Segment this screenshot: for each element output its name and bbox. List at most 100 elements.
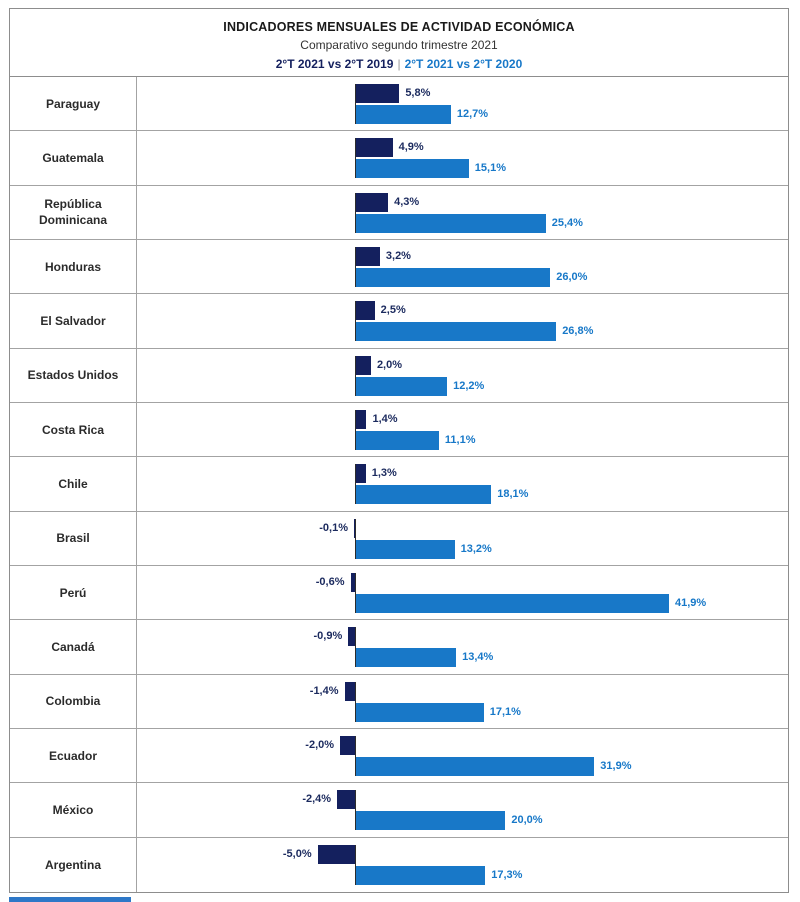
row-plot-area: -0,9% 13,4% (137, 620, 788, 673)
value-label-2021-vs-2019: -5,0% (282, 847, 312, 860)
value-label-2021-vs-2019: 5,8% (405, 87, 431, 99)
row-plot-area: -5,0% 17,3% (137, 838, 788, 892)
bar-2021-vs-2019 (356, 464, 366, 484)
bar-2021-vs-2020 (356, 865, 486, 885)
row-plot-area: 2,0% 12,2% (137, 349, 788, 402)
bar-2021-vs-2019 (337, 790, 355, 810)
country-label: República Dominicana (10, 185, 137, 239)
chart-row: Argentina -5,0% 17,3% (10, 837, 788, 892)
row-plot-area: -0,1% 13,2% (137, 512, 788, 565)
row-plot-area: 4,3% 25,4% (137, 186, 788, 239)
chart-title: INDICADORES MENSUALES DE ACTIVIDAD ECONÓ… (223, 20, 575, 34)
bar-2021-vs-2020 (356, 593, 669, 613)
value-label-2021-vs-2019: -0,9% (313, 630, 343, 643)
row-plot-area: 3,2% 26,0% (137, 240, 788, 293)
baseline-axis (355, 301, 356, 342)
chart-row: Guatemala 4,9% 15,1% (10, 131, 788, 186)
value-label-2021-vs-2019: 1,3% (371, 467, 397, 480)
chart-legend: 2°T 2021 vs 2°T 2019 | 2°T 2021 vs 2°T 202… (10, 57, 788, 71)
chart-row: Perú -0,6% 41,9% (10, 565, 788, 621)
bar-2021-vs-2019 (340, 735, 355, 755)
bar-2021-vs-2019 (356, 192, 389, 212)
bar-2021-vs-2020 (356, 213, 546, 233)
chart-row: Chile 1,3% 18,1% (10, 457, 788, 512)
bar-2021-vs-2019 (356, 84, 400, 103)
value-label-2021-vs-2019: -1,4% (309, 684, 339, 697)
bar-2021-vs-2019 (354, 518, 355, 538)
value-label-2021-vs-2020: 18,1% (497, 488, 529, 501)
row-plot-area: 1,3% 18,1% (137, 457, 788, 510)
value-label-2021-vs-2020: 31,9% (600, 759, 632, 772)
country-label: Estados Unidos (10, 348, 137, 402)
value-label-2021-vs-2020: 17,3% (491, 868, 523, 881)
country-label: México (10, 783, 137, 837)
value-label-2021-vs-2020: 12,2% (453, 379, 485, 392)
baseline-axis (355, 572, 356, 613)
country-label: Perú (10, 565, 137, 620)
baseline-axis (355, 192, 356, 233)
bar-2021-vs-2020 (356, 539, 455, 559)
bar-2021-vs-2020 (356, 267, 551, 287)
chart-row: Ecuador -2,0% 31,9% (10, 728, 788, 784)
chart-row: Canadá -0,9% 13,4% (10, 620, 788, 675)
country-label: Paraguay (10, 77, 137, 131)
chart-row: República Dominicana 4,3% 25,4% (10, 185, 788, 240)
value-label-2021-vs-2019: 1,4% (372, 412, 398, 425)
bar-2021-vs-2019 (356, 301, 375, 321)
baseline-axis (355, 84, 356, 124)
chart-row: México -2,4% 20,0% (10, 783, 788, 838)
country-label: Costa Rica (10, 402, 137, 457)
bar-2021-vs-2019 (348, 627, 355, 647)
country-label: El Salvador (10, 294, 137, 348)
bar-2021-vs-2019 (344, 681, 355, 701)
value-label-2021-vs-2020: 13,4% (462, 651, 494, 664)
row-plot-area: 1,4% 11,1% (137, 403, 788, 456)
chart-row: Costa Rica 1,4% 11,1% (10, 402, 788, 458)
bar-2021-vs-2020 (356, 811, 506, 831)
chart-panel: INDICADORES MENSUALES DE ACTIVIDAD ECONÓ… (9, 8, 789, 893)
row-plot-area: 4,9% 15,1% (137, 131, 788, 184)
chart-subtitle: Comparativo segundo trimestre 2021 (300, 38, 498, 52)
country-label: Ecuador (10, 728, 137, 783)
baseline-axis (355, 681, 356, 722)
country-label: Brasil (10, 511, 137, 565)
bar-2021-vs-2020 (356, 322, 557, 342)
bar-2021-vs-2019 (356, 355, 371, 375)
chart-rows: Paraguay 5,8% 12,7% Guatemala 4,9% 15,1% Repúb… (10, 77, 788, 892)
country-label: Canadá (10, 620, 137, 674)
legend-series-2019: 2°T 2021 vs 2°T 2019 (275, 57, 394, 71)
value-label-2021-vs-2019: 4,9% (398, 141, 424, 154)
bar-2021-vs-2019 (317, 844, 355, 864)
value-label-2021-vs-2020: 13,2% (460, 542, 492, 555)
value-label-2021-vs-2020: 11,1% (444, 433, 476, 446)
bar-2021-vs-2019 (350, 572, 355, 592)
legend-separator: | (397, 57, 401, 71)
value-label-2021-vs-2020: 17,1% (489, 705, 521, 718)
country-label: Guatemala (10, 131, 137, 185)
bar-2021-vs-2019 (356, 409, 367, 429)
value-label-2021-vs-2020: 20,0% (511, 814, 543, 827)
value-label-2021-vs-2019: -0,6% (315, 575, 345, 588)
value-label-2021-vs-2020: 26,0% (556, 270, 588, 283)
baseline-axis (355, 464, 356, 505)
value-label-2021-vs-2019: -2,4% (302, 793, 332, 806)
baseline-axis (355, 735, 356, 776)
bar-2021-vs-2020 (356, 430, 439, 450)
value-label-2021-vs-2020: 15,1% (474, 162, 506, 175)
chart-header: INDICADORES MENSUALES DE ACTIVIDAD ECONÓ… (10, 9, 788, 77)
chart-row: Paraguay 5,8% 12,7% (10, 77, 788, 132)
bar-2021-vs-2019 (356, 138, 393, 158)
baseline-axis (355, 246, 356, 287)
value-label-2021-vs-2020: 41,9% (674, 596, 707, 609)
baseline-axis (355, 627, 356, 668)
bar-2021-vs-2020 (356, 756, 595, 776)
legend-series-2020: 2°T 2021 vs 2°T 2020 (404, 57, 523, 71)
partial-next-section-strip (9, 897, 131, 902)
bar-2021-vs-2020 (356, 159, 469, 179)
country-label: Argentina (10, 837, 137, 892)
row-plot-area: -2,4% 20,0% (137, 783, 788, 836)
value-label-2021-vs-2019: 2,0% (376, 358, 403, 371)
country-label: Chile (10, 457, 137, 511)
bar-2021-vs-2020 (356, 376, 448, 396)
bar-2021-vs-2019 (356, 246, 380, 266)
